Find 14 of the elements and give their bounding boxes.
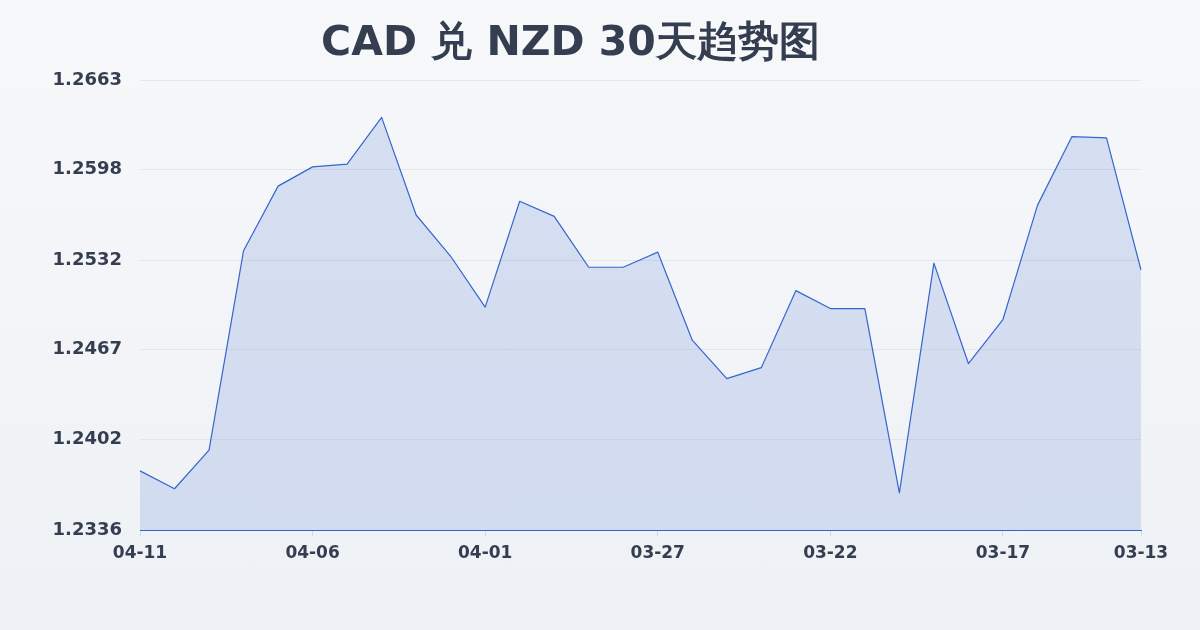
x-tick-label: 04-11 bbox=[112, 541, 168, 562]
chart-title: CAD 兑 NZD 30天趋势图 bbox=[321, 17, 820, 66]
y-tick-label: 1.2532 bbox=[52, 248, 122, 270]
y-tick-label: 1.2663 bbox=[52, 67, 122, 89]
x-tick-label: 03-27 bbox=[630, 541, 685, 562]
x-tick-label: 04-01 bbox=[457, 541, 513, 562]
y-tick-label: 1.2598 bbox=[52, 157, 122, 179]
x-tick-label: 03-22 bbox=[803, 541, 858, 562]
x-tick-label: 04-06 bbox=[285, 541, 340, 562]
y-tick-label: 1.2402 bbox=[52, 426, 122, 448]
x-tick-label: 03-17 bbox=[975, 541, 1031, 562]
y-tick-label: 1.2467 bbox=[52, 337, 122, 359]
y-tick-label: 1.2336 bbox=[52, 517, 122, 539]
x-tick-label: 03-13 bbox=[1113, 541, 1169, 562]
